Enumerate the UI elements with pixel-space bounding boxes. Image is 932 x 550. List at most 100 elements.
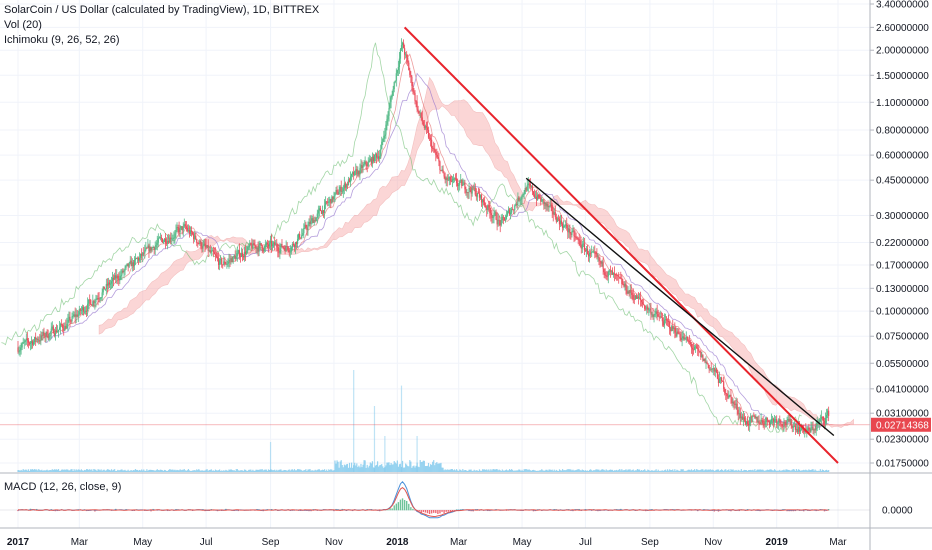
candle-body — [47, 336, 49, 339]
volume-bar — [382, 466, 384, 472]
volume-bars — [17, 370, 830, 472]
volume-bar — [423, 460, 425, 472]
trendlines[interactable] — [0, 26, 870, 464]
volume-bar — [31, 469, 34, 472]
candle-body — [294, 242, 297, 248]
candle-body — [809, 428, 811, 432]
volume-legend[interactable]: Vol (20) — [4, 19, 42, 31]
volume-bar — [137, 470, 140, 472]
candle-body — [232, 256, 234, 263]
candle-body — [669, 321, 671, 329]
candle-body — [447, 179, 449, 181]
volume-bar — [171, 469, 173, 472]
volume-bar — [22, 469, 24, 472]
candle-body — [366, 164, 368, 167]
time-tick-label: Sep — [641, 537, 659, 548]
volume-bar — [547, 470, 549, 472]
volume-bar — [819, 469, 821, 472]
volume-bar — [452, 470, 455, 472]
volume-bar — [332, 470, 334, 472]
volume-bar — [665, 470, 668, 472]
volume-bar — [451, 469, 454, 472]
candle-body — [300, 237, 302, 239]
candle-body — [554, 212, 556, 218]
volume-bar — [585, 470, 588, 472]
price-tick-label: 2.00000000 — [876, 46, 929, 57]
macd-histogram-bar — [391, 508, 393, 511]
candle-body — [624, 283, 626, 287]
price-axis[interactable]: 3.400000002.600000002.000000001.50000000… — [870, 0, 931, 517]
candle-body — [799, 429, 802, 432]
volume-bar — [634, 470, 636, 472]
candle-body — [121, 270, 123, 276]
ichimoku-legend[interactable]: Ichimoku (9, 26, 52, 26) — [4, 34, 120, 46]
volume-bar — [573, 470, 575, 472]
volume-bar — [46, 469, 48, 472]
candle-body — [263, 247, 265, 252]
volume-bar — [743, 469, 746, 472]
candle-body — [125, 265, 127, 268]
candle-body — [825, 414, 828, 419]
volume-bar — [637, 469, 640, 472]
volume-bar — [417, 466, 419, 472]
candle-body — [769, 421, 772, 425]
volume-bar — [118, 470, 120, 472]
volume-bar — [197, 470, 199, 472]
candle-body — [418, 110, 420, 114]
volume-spike — [269, 442, 272, 472]
volume-bar — [688, 469, 690, 472]
candle-body — [706, 361, 708, 364]
volume-bar — [202, 470, 204, 472]
candle-body — [722, 381, 724, 382]
candle-body — [341, 191, 343, 192]
volume-bar — [74, 470, 76, 472]
candle-body — [576, 237, 578, 239]
volume-bar — [589, 469, 591, 472]
candle-body — [207, 245, 209, 251]
volume-bar — [209, 469, 211, 472]
volume-bar — [441, 467, 443, 472]
volume-bar — [474, 470, 476, 472]
candle-body — [630, 289, 632, 293]
volume-bar — [435, 463, 437, 472]
macd-legend[interactable]: MACD (12, 26, close, 9) — [4, 481, 122, 493]
volume-bar — [638, 469, 641, 472]
volume-bar — [90, 469, 92, 472]
candle-body — [251, 244, 253, 249]
volume-bar — [667, 470, 670, 472]
volume-bar — [235, 469, 237, 472]
candle-body — [442, 169, 444, 174]
candle-body — [596, 254, 598, 257]
candle-body — [50, 328, 52, 333]
volume-bar — [497, 470, 499, 472]
candle-body — [141, 253, 143, 256]
volume-bar — [767, 469, 769, 472]
candle-body — [201, 246, 203, 249]
candle-body — [685, 336, 687, 338]
candle-body — [195, 235, 197, 240]
candle-body — [73, 314, 75, 316]
candle-body — [530, 186, 533, 187]
volume-bar — [682, 469, 684, 472]
candle-body — [213, 252, 216, 255]
volume-bar — [34, 469, 36, 472]
candle-body — [19, 350, 21, 352]
candle-body — [540, 197, 542, 202]
candle-body — [412, 86, 414, 92]
volume-bar — [500, 470, 502, 472]
candle-body — [613, 273, 616, 275]
volume-bar — [470, 469, 472, 472]
candle-body — [541, 199, 543, 202]
volume-bar — [190, 470, 193, 472]
candle-body — [784, 421, 786, 424]
symbol-legend[interactable]: SolarCoin / US Dollar (calculated by Tra… — [4, 4, 320, 16]
candle-body — [122, 270, 124, 273]
time-axis[interactable]: 2017 Mar May Jul Sep Nov 2018 Mar May Jul Sep Nov 20… — [7, 537, 847, 548]
candle-body — [268, 243, 271, 247]
volume-bar — [313, 470, 315, 472]
volume-bar — [600, 469, 602, 472]
volume-bar — [684, 470, 686, 472]
candle-body — [202, 245, 204, 249]
volume-bar — [455, 469, 458, 472]
